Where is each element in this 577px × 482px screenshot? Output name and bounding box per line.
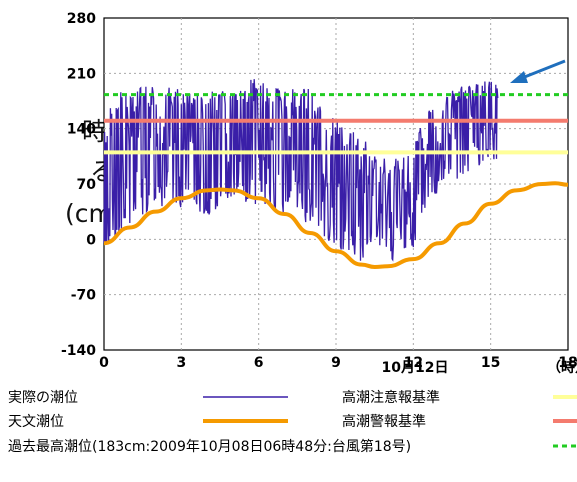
x-tick-label-3: 9	[331, 355, 341, 371]
x-axis-tick-labels: 0 3 6 9 12 15 18	[99, 355, 577, 371]
y-tick-label-1: -70	[71, 288, 97, 304]
y-tick-label-2: 0	[86, 232, 96, 248]
annotation-arrow	[510, 59, 566, 83]
y-tick-label-6: 280	[67, 11, 96, 27]
series-observed-tide	[103, 79, 499, 262]
x-tick-label-2: 6	[254, 355, 264, 371]
left-label-line-1: 時	[82, 117, 107, 146]
y-axis-tick-labels: -140 -70 0 70 140 210 280	[61, 11, 96, 359]
series-astronomical-tide	[103, 181, 569, 270]
y-tick-label-5: 210	[67, 66, 96, 82]
x-tick-label-0: 0	[99, 355, 109, 371]
x-tick-label-1: 3	[176, 355, 186, 371]
x-tick-label-6: 18	[558, 355, 577, 371]
legend-label-warning-advisory: 高潮注意報基準	[342, 389, 440, 406]
series-layer	[103, 79, 569, 270]
y-tick-label-0: -140	[61, 343, 96, 359]
x-axis-date-label: 10月12日	[382, 360, 449, 376]
legend-label-astronomical: 天文潮位	[8, 414, 64, 430]
x-tick-label-5: 15	[481, 355, 500, 371]
y-tick-label-4: 140	[67, 122, 96, 138]
legend: 実際の潮位 天文潮位 高潮注意報基準 高潮警報基準 過去最高潮位(183cm:2…	[8, 389, 577, 455]
x-axis-unit-label: （時）	[547, 359, 577, 376]
legend-label-observed: 実際の潮位	[8, 390, 78, 406]
legend-label-warning: 高潮警報基準	[342, 413, 426, 430]
legend-label-record-high: 過去最高潮位(183cm:2009年10月08日06時48分:台風第18号)	[8, 438, 411, 455]
y-tick-label-3: 70	[77, 177, 97, 193]
x-tick-label-4: 12	[404, 355, 423, 371]
